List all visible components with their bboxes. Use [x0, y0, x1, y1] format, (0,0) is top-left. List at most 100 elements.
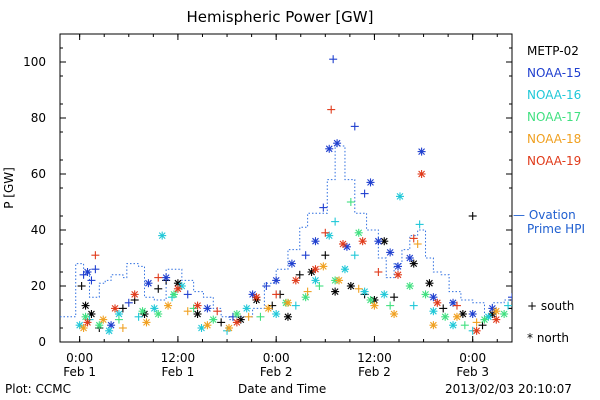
marker-noaa-15: [272, 276, 281, 285]
marker-noaa-18: [244, 312, 253, 321]
marker-metp-02: [468, 212, 477, 220]
marker-noaa-19: [409, 234, 418, 243]
legend-noaa-19: NOAA-19: [527, 154, 582, 168]
x-axis-label: Date and Time: [238, 382, 327, 396]
star-d2: [386, 249, 394, 256]
star-d2: [170, 291, 178, 298]
x-tick-label-time: 0:00: [459, 351, 486, 365]
star-d2: [154, 310, 162, 318]
marker-noaa-18: [183, 307, 192, 316]
marker-noaa-18: [225, 324, 234, 332]
legend-noaa-15: NOAA-15: [527, 66, 582, 80]
star-d2: [174, 285, 182, 293]
star-d2: [430, 293, 437, 301]
star-d2: [249, 291, 256, 298]
marker-noaa-15: [107, 321, 116, 330]
marker-noaa-16: [409, 301, 418, 310]
marker-noaa-19: [358, 237, 367, 246]
star-d2: [82, 313, 89, 321]
marker-noaa-17: [114, 315, 123, 324]
marker-noaa-17: [256, 312, 265, 321]
star-d2: [492, 307, 500, 315]
marker-noaa-18: [354, 284, 363, 293]
star-d2: [347, 282, 355, 290]
marker-noaa-15: [91, 265, 100, 274]
star-d2: [406, 282, 414, 290]
star-d2: [418, 170, 425, 178]
marker-noaa-18: [118, 324, 127, 332]
marker-noaa-16: [105, 326, 114, 335]
marker-metp-02: [295, 270, 304, 279]
star-d2: [198, 324, 205, 332]
marker-metp-02: [390, 293, 399, 302]
marker-noaa-15: [319, 203, 328, 212]
star-d2: [459, 310, 467, 318]
y-tick-label: 80: [31, 111, 46, 125]
star-d2: [430, 307, 437, 315]
star-d2: [485, 313, 492, 321]
star-d2: [194, 302, 201, 309]
marker-noaa-19: [452, 301, 461, 310]
legend-south-symbol: + south: [527, 299, 575, 313]
marker-noaa-17: [405, 282, 414, 290]
marker-noaa-15: [262, 282, 271, 290]
star-d2: [430, 321, 437, 329]
footer-timestamp: 2013/02/03 20:10:07: [445, 382, 572, 396]
marker-noaa-15: [301, 251, 310, 260]
star-d2: [453, 313, 461, 321]
marker-noaa-18: [370, 301, 379, 310]
star-d2: [422, 291, 429, 298]
marker-noaa-18: [319, 262, 328, 271]
star-d2: [115, 310, 123, 318]
marker-noaa-19: [338, 240, 347, 248]
star-d2: [150, 305, 158, 312]
star-d2: [233, 319, 241, 326]
marker-noaa-19: [327, 105, 336, 114]
star-d2: [158, 232, 166, 239]
marker-metp-02: [283, 312, 292, 321]
marker-noaa-17: [81, 312, 90, 321]
star-d2: [164, 302, 172, 309]
marker-noaa-18: [79, 324, 88, 332]
legend-metp-02: METP-02: [527, 44, 579, 58]
star-d2: [333, 139, 341, 147]
marker-noaa-19: [291, 276, 300, 285]
marker-noaa-16: [134, 312, 143, 321]
marker-noaa-19: [394, 270, 403, 279]
marker-noaa-15: [429, 293, 438, 302]
marker-noaa-19: [111, 304, 120, 313]
marker-noaa-16: [504, 301, 512, 310]
y-tick-label: 60: [31, 167, 46, 181]
marker-noaa-16: [340, 265, 349, 274]
marker-noaa-19: [472, 326, 481, 335]
marker-noaa-15: [394, 262, 403, 271]
marker-noaa-17: [354, 228, 363, 237]
star-d2: [131, 291, 139, 298]
legend-noaa-18: NOAA-18: [527, 132, 582, 146]
y-tick-label: 0: [38, 335, 46, 349]
marker-noaa-19: [492, 315, 501, 324]
marker-noaa-16: [449, 321, 458, 330]
marker-noaa-18: [264, 304, 273, 313]
marker-metp-02: [478, 321, 487, 330]
star-d2: [374, 237, 382, 245]
marker-noaa-19: [252, 293, 261, 302]
star-d2: [492, 316, 500, 323]
star-d2: [335, 277, 343, 284]
marker-noaa-19: [232, 318, 241, 327]
star-d2: [488, 310, 496, 318]
star-d2: [361, 288, 368, 295]
star-d2: [331, 288, 339, 295]
star-d2: [394, 271, 402, 279]
marker-noaa-16: [291, 301, 300, 310]
marker-noaa-16: [158, 231, 167, 240]
marker-noaa-17: [500, 310, 509, 318]
marker-noaa-17: [232, 310, 241, 318]
marker-noaa-16: [331, 217, 340, 226]
star-d2: [204, 321, 211, 329]
star-d2: [292, 277, 300, 284]
star-d2: [481, 316, 488, 323]
marker-noaa-15: [342, 242, 351, 251]
data-layer: [60, 55, 512, 335]
marker-noaa-15: [87, 276, 96, 285]
